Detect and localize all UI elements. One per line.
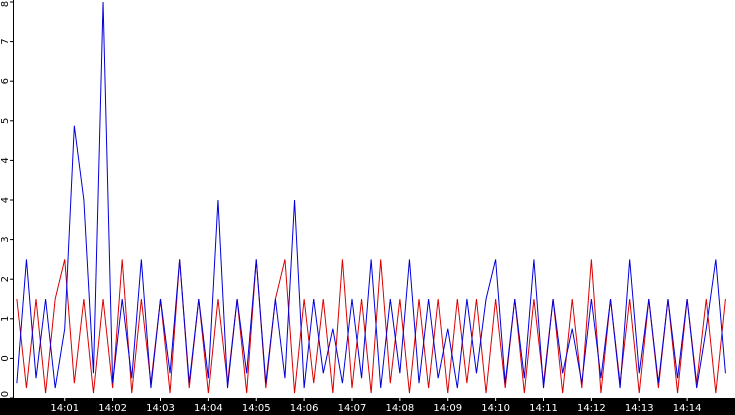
y-tick-label: 5: [0, 118, 11, 124]
x-tick-label: 14:14: [673, 403, 702, 414]
series-line: [16, 1, 726, 389]
x-tick-label: 14:02: [98, 403, 127, 414]
y-tick-label: 8: [0, 1, 11, 7]
x-tick-label: 14:13: [625, 403, 654, 414]
x-tick-label: 14:04: [194, 403, 223, 414]
y-tick-label: 7: [0, 38, 11, 44]
x-tick-label: 14:12: [577, 403, 606, 414]
y-tick-label: 6: [0, 78, 11, 84]
y-tick-label: 2: [0, 276, 11, 282]
x-tick-label: 14:01: [50, 403, 79, 414]
y-tick-label: 0: [0, 355, 11, 361]
x-tick-label: 14:09: [433, 403, 462, 414]
series-line: [16, 259, 726, 394]
y-tick-label: 4: [0, 197, 11, 203]
x-tick-label: 14:03: [146, 403, 175, 414]
x-tick-label: 14:08: [385, 403, 414, 414]
x-tick-label: 14:07: [338, 403, 367, 414]
y-tick-label: 3: [0, 236, 11, 242]
y-tick-label: 1: [0, 316, 11, 322]
x-tick-label: 14:06: [290, 403, 319, 414]
x-tick-label: 14:10: [481, 403, 510, 414]
x-tick-label: 14:05: [242, 403, 271, 414]
y-tick-label: 0: [0, 391, 11, 397]
y-tick-label: 4: [0, 157, 11, 163]
x-tick-label: 14:11: [529, 403, 558, 414]
time-axis-band: [0, 398, 735, 415]
